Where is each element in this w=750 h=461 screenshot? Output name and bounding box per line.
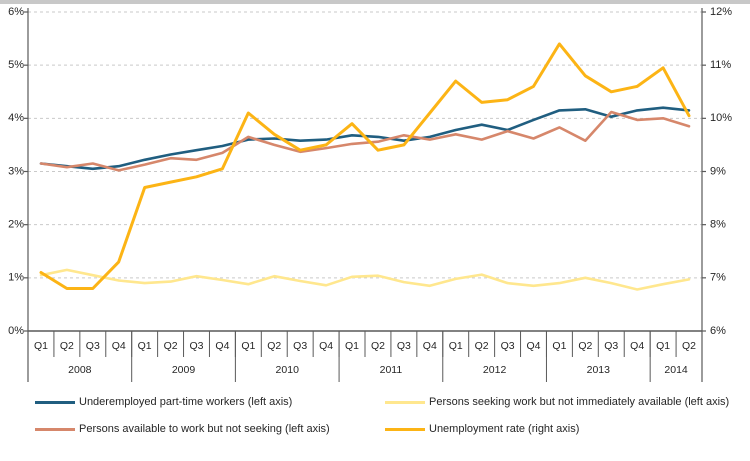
x-axis-quarter-label: Q1 (656, 340, 670, 352)
y-axis-tick-label-right: 8% (710, 219, 726, 231)
x-axis-quarter-label: Q4 (526, 340, 540, 352)
x-axis-year-label: 2014 (664, 364, 688, 376)
legend-swatch-seeking-not-available (385, 400, 425, 404)
x-axis-quarter-label: Q2 (371, 340, 385, 352)
y-axis-tick-label-right: 10% (710, 112, 732, 124)
legend-swatch-unemployment-rate (385, 427, 425, 431)
y-axis-tick-label-right: 6% (710, 325, 726, 337)
top-gray-strip (0, 0, 750, 4)
x-axis-year-label: 2013 (587, 364, 611, 376)
x-axis-quarter-label: Q2 (267, 340, 281, 352)
x-axis-quarter-label: Q1 (552, 340, 566, 352)
x-axis-quarter-label: Q3 (293, 340, 307, 352)
y-axis-tick-label-left: 2% (8, 219, 24, 231)
y-axis-tick-label-left: 1% (8, 272, 24, 284)
y-axis-tick-label-left: 5% (8, 59, 24, 71)
legend-swatch-available-not-seeking (35, 427, 75, 431)
series-line-3 (39, 42, 691, 290)
x-axis-quarter-label: Q3 (86, 340, 100, 352)
legend-item-unemployment-rate: Unemployment rate (right axis) (385, 423, 579, 435)
series-line-1 (39, 268, 691, 291)
legend-item-underemployed: Underemployed part-time workers (left ax… (35, 396, 292, 408)
x-axis-year-label: 2009 (172, 364, 196, 376)
x-axis-quarter-label: Q4 (112, 340, 126, 352)
legend-label-underemployed: Underemployed part-time workers (left ax… (79, 396, 293, 408)
legend-label-seeking-not-available: Persons seeking work but not immediately… (429, 396, 730, 408)
x-axis-quarter-label: Q1 (241, 340, 255, 352)
x-axis-quarter-label: Q1 (34, 340, 48, 352)
x-axis-quarter-label: Q4 (215, 340, 229, 352)
x-axis-quarter-label: Q2 (60, 340, 74, 352)
chart-canvas: 6% 5% 4% 3% 2% 1% 0% 12% 11% 10% 9% 8% 7% 6% Q1 Q2 Q3 Q4 Q… (8, 6, 732, 382)
y-axis-tick-label-left: 0% (8, 325, 24, 337)
x-axis-quarter-label: Q3 (189, 340, 203, 352)
x-axis-quarter-label: Q1 (138, 340, 152, 352)
legend-label-available-not-seeking: Persons available to work but not seekin… (79, 423, 330, 435)
x-axis-quarter-label: Q4 (319, 340, 333, 352)
y-axis-tick-label-right: 12% (710, 6, 732, 18)
y-axis-tick-label-left: 3% (8, 165, 24, 177)
legend-item-seeking-not-available: Persons seeking work but not immediately… (385, 396, 729, 408)
x-axis-year-label: 2008 (68, 364, 92, 376)
x-axis-quarter-label: Q2 (475, 340, 489, 352)
x-axis-quarter-label: Q3 (604, 340, 618, 352)
y-axis-tick-label-right: 9% (710, 165, 726, 177)
x-axis-quarter-label: Q4 (423, 340, 437, 352)
x-axis-year-label: 2011 (380, 364, 403, 376)
x-axis-year-label: 2010 (276, 364, 300, 376)
line-chart: 6% 5% 4% 3% 2% 1% 0% 12% 11% 10% 9% 8% 7% 6% Q1 Q2 Q3 Q4 Q… (8, 6, 732, 382)
x-axis-quarter-label: Q2 (578, 340, 592, 352)
x-axis-quarter-label: Q2 (682, 340, 696, 352)
x-axis-year-label: 2012 (483, 364, 507, 376)
legend-label-unemployment-rate: Unemployment rate (right axis) (429, 423, 580, 435)
x-axis-quarter-label: Q3 (501, 340, 515, 352)
x-axis-quarter-label: Q4 (630, 340, 644, 352)
x-axis-quarter-label: Q2 (164, 340, 178, 352)
x-axis-quarter-label: Q1 (449, 340, 463, 352)
series-line-2 (39, 110, 691, 172)
y-axis-tick-label-left: 4% (8, 112, 24, 124)
y-axis-tick-label-left: 6% (8, 6, 24, 18)
x-axis-quarter-label: Q3 (397, 340, 411, 352)
y-axis-tick-label-right: 11% (710, 59, 731, 71)
legend-item-available-not-seeking: Persons available to work but not seekin… (35, 423, 330, 435)
y-axis-tick-label-right: 7% (710, 272, 726, 284)
x-axis-quarter-label: Q1 (345, 340, 359, 352)
legend-swatch-underemployed (35, 400, 75, 404)
